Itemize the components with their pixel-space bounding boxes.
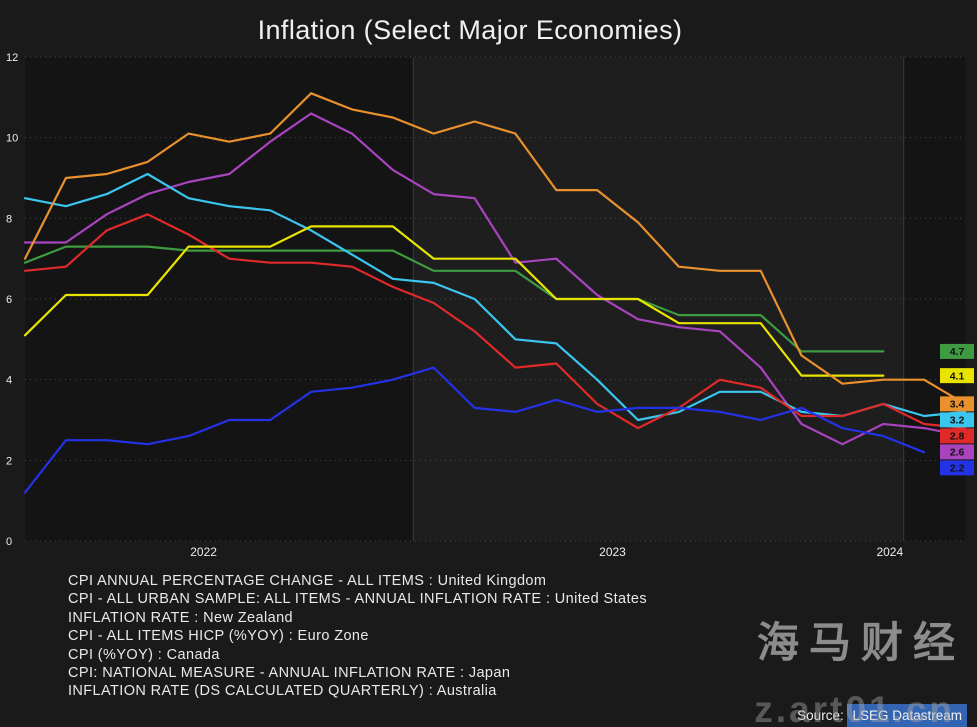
legend: CPI ANNUAL PERCENTAGE CHANGE - ALL ITEMS… <box>68 572 647 701</box>
end-value-label: 2.2 <box>950 463 965 475</box>
x-axis-year-label: 2022 <box>190 545 217 559</box>
watermark-url: z.art01.cn <box>754 689 955 727</box>
series-line-canada <box>23 213 967 430</box>
y-axis-tick-label: 10 <box>6 133 18 145</box>
legend-item-australia: INFLATION RATE (DS CALCULATED QUARTERLY)… <box>68 683 497 700</box>
y-axis-tick-label: 4 <box>6 375 12 387</box>
y-axis-tick-label: 6 <box>6 294 12 306</box>
end-value-label-box <box>940 343 974 359</box>
y-axis-tick-label: 8 <box>6 213 12 225</box>
series-line-australia <box>23 225 885 377</box>
end-value-label: 4.7 <box>950 346 965 358</box>
end-value-label: 3.4 <box>950 399 965 411</box>
end-value-label: 4.1 <box>950 370 965 382</box>
series-line-new-zealand <box>23 245 885 353</box>
series-line-united-states <box>23 172 967 422</box>
end-value-label-box <box>940 444 974 460</box>
chart-title: Inflation (Select Major Economies) <box>257 15 683 45</box>
legend-item-united-states: CPI - ALL URBAN SAMPLE: ALL ITEMS - ANNU… <box>68 591 648 608</box>
inflation-line-chart: 0 2 4 6 8 10 12 2022 2023 2024 4.7 4.1 3.4 3.2 2.8 2.6 2… <box>6 52 974 559</box>
source-label: Source: <box>797 708 848 723</box>
legend-item-new-zealand: INFLATION RATE : New Zealand <box>68 609 293 626</box>
source-name: LSEG Datastream <box>847 704 967 727</box>
watermark-brand: 海马财经 <box>756 619 965 666</box>
y-axis-tick-label: 2 <box>6 455 12 467</box>
series-line-japan <box>23 366 926 494</box>
end-value-label-box <box>940 460 974 476</box>
end-value-label: 2.6 <box>950 447 965 459</box>
y-axis-tick-label: 0 <box>6 536 12 548</box>
series-line-united-kingdom <box>23 92 967 405</box>
end-value-label: 2.8 <box>950 431 965 443</box>
x-axis-year-label: 2024 <box>876 545 903 559</box>
end-value-label-box <box>940 396 974 412</box>
end-value-label: 3.2 <box>950 415 965 427</box>
legend-item-euro-zone: CPI - ALL ITEMS HICP (%YOY) : Euro Zone <box>68 628 369 645</box>
series-line-euro-zone <box>23 112 967 446</box>
y-axis-tick-label: 12 <box>6 52 18 64</box>
legend-item-japan: CPI: NATIONAL MEASURE - ANNUAL INFLATION… <box>68 665 511 682</box>
end-value-label-box <box>940 368 974 384</box>
legend-item-united-kingdom: CPI ANNUAL PERCENTAGE CHANGE - ALL ITEMS… <box>68 573 547 589</box>
source-attribution: Source: LSEG Datastream <box>797 704 967 727</box>
end-value-label-box <box>940 428 974 444</box>
end-value-label-box <box>940 412 974 428</box>
legend-item-canada: CPI (%YOY) : Canada <box>68 646 220 663</box>
x-axis-year-label: 2023 <box>599 545 626 559</box>
